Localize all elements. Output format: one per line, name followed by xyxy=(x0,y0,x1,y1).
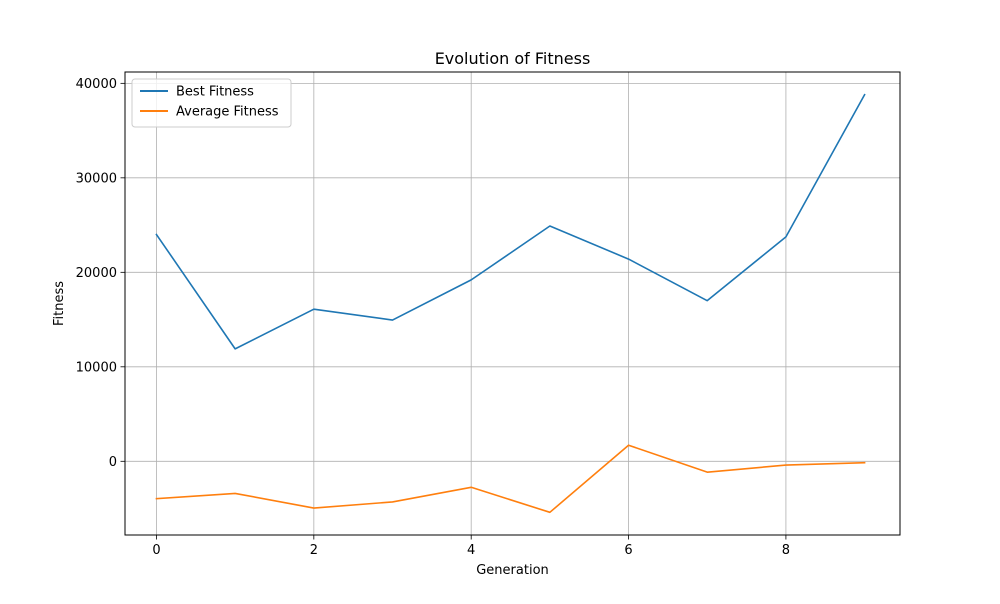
y-axis-label: Fitness xyxy=(52,281,67,326)
y-tick-label: 10000 xyxy=(76,360,117,375)
x-tick-label: 2 xyxy=(310,543,318,558)
legend-label-average-fitness: Average Fitness xyxy=(176,105,279,120)
x-tick-label: 4 xyxy=(467,543,475,558)
x-tick-label: 6 xyxy=(624,543,632,558)
series-line-best-fitness xyxy=(155,93,866,350)
y-tick-label: 30000 xyxy=(76,171,117,186)
y-tick-label: 40000 xyxy=(76,77,117,92)
legend-label-best-fitness: Best Fitness xyxy=(176,85,254,100)
ticks-layer: 0 2 4 6 8 0 10000 20000 30000 40000 xyxy=(76,77,790,558)
y-tick-label: 20000 xyxy=(76,266,117,281)
x-axis-label: Generation xyxy=(476,563,549,578)
grid-layer xyxy=(125,72,900,535)
x-tick-label: 0 xyxy=(152,543,160,558)
x-tick-label: 8 xyxy=(782,543,790,558)
chart-title: Evolution of Fitness xyxy=(435,49,591,68)
y-tick-label: 0 xyxy=(109,455,117,470)
plot-frame xyxy=(124,71,901,536)
legend-box xyxy=(131,78,292,128)
series-layer xyxy=(155,93,866,514)
legend: Best Fitness Average Fitness xyxy=(131,78,292,128)
series-line-average-fitness xyxy=(155,444,866,514)
